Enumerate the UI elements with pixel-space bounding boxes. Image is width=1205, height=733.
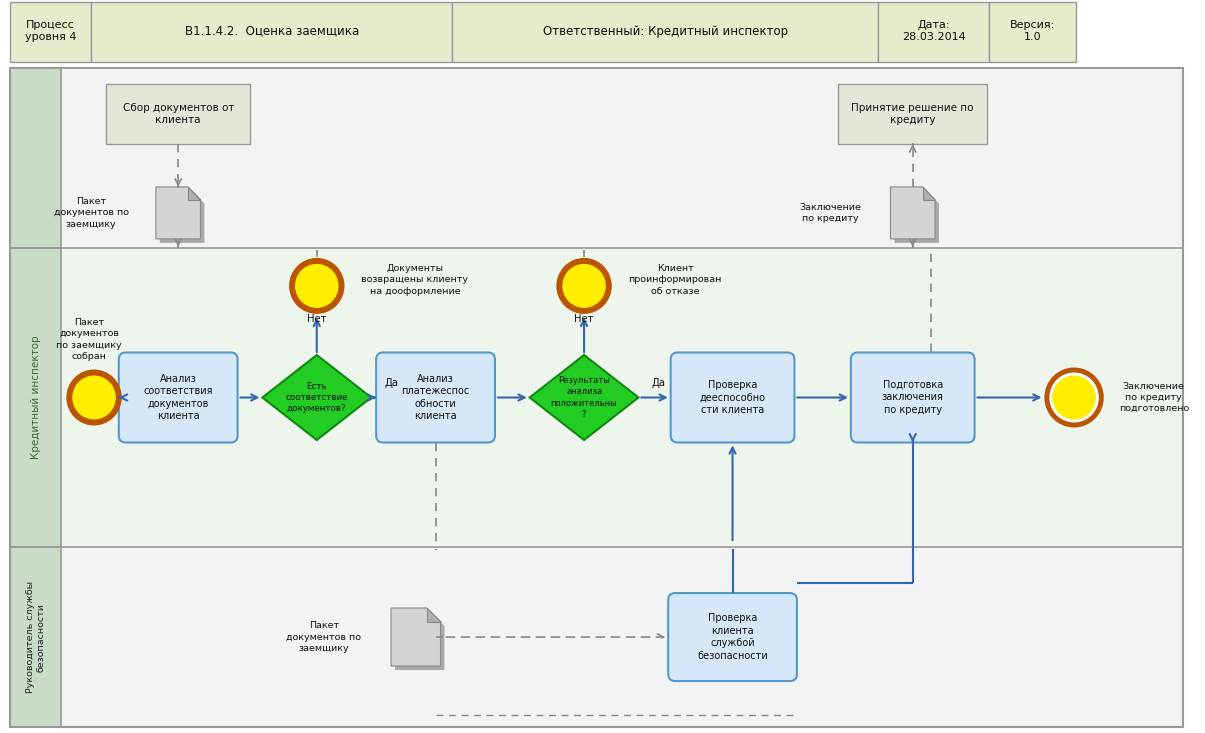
Text: Нет: Нет [307, 314, 327, 324]
Text: Версия:
1.0: Версия: 1.0 [1010, 20, 1056, 43]
Circle shape [289, 258, 345, 314]
Text: Пакет
документов по
заемщику: Пакет документов по заемщику [54, 197, 129, 229]
Bar [61, 248, 1183, 547]
Polygon shape [894, 191, 939, 243]
FancyBboxPatch shape [376, 353, 495, 443]
Bar [878, 2, 989, 62]
Text: Дата:
28.03.2014: Дата: 28.03.2014 [901, 20, 965, 43]
Text: Проверка
клиента
службой
безопасности: Проверка клиента службой безопасности [698, 614, 768, 660]
Text: Результаты
анализа
положительны
?: Результаты анализа положительны ? [551, 376, 617, 419]
FancyBboxPatch shape [669, 593, 797, 681]
Text: Руководитель службы
безопасности: Руководитель службы безопасности [27, 581, 46, 693]
Bar [10, 2, 92, 62]
Bar [61, 68, 1183, 248]
Text: Есть
соответствие
документов?: Есть соответствие документов? [286, 382, 348, 413]
Text: Процесс
уровня 4: Процесс уровня 4 [25, 20, 76, 43]
Polygon shape [427, 608, 441, 622]
Bar [10, 68, 61, 727]
Text: Заключение
по кредиту
подготовлено: Заключение по кредиту подготовлено [1118, 382, 1189, 413]
Polygon shape [160, 191, 205, 243]
Circle shape [563, 264, 606, 308]
Bar [839, 84, 987, 144]
Circle shape [295, 264, 339, 308]
Circle shape [1045, 367, 1104, 427]
Circle shape [1052, 375, 1095, 419]
Text: B1.1.4.2.  Оценка заемщика: B1.1.4.2. Оценка заемщика [184, 24, 359, 37]
Polygon shape [263, 355, 371, 440]
Bar [61, 547, 1183, 727]
Circle shape [66, 369, 122, 425]
Text: Да: Да [384, 377, 398, 388]
Text: Кредитный инспектор: Кредитный инспектор [30, 336, 41, 460]
Bar [10, 68, 1183, 727]
FancyBboxPatch shape [851, 353, 975, 443]
Text: Заключение
по кредиту: Заключение по кредиту [799, 203, 862, 223]
Text: Анализ
соответствия
документов
клиента: Анализ соответствия документов клиента [143, 374, 213, 421]
Polygon shape [188, 187, 200, 199]
Circle shape [557, 258, 612, 314]
Polygon shape [890, 187, 935, 239]
FancyBboxPatch shape [119, 353, 237, 443]
Text: Клиент
проинформирован
об отказе: Клиент проинформирован об отказе [629, 265, 722, 295]
Text: Пакет
документов
по заемщику
собран: Пакет документов по заемщику собран [57, 318, 122, 361]
Circle shape [1050, 372, 1099, 422]
Text: Принятие решение по
кредиту: Принятие решение по кредиту [852, 103, 974, 125]
Text: Подготовка
заключения
по кредиту: Подготовка заключения по кредиту [882, 380, 944, 415]
Text: Сбор документов от
клиента: Сбор документов от клиента [123, 103, 234, 125]
Text: Нет: Нет [575, 314, 594, 324]
Bar [452, 2, 878, 62]
Text: Проверка
дееспособно
сти клиента: Проверка дееспособно сти клиента [700, 380, 765, 415]
Bar [989, 2, 1076, 62]
Polygon shape [923, 187, 935, 199]
Text: Да: Да [652, 377, 665, 388]
Polygon shape [392, 608, 441, 666]
FancyBboxPatch shape [671, 353, 794, 443]
Text: Пакет
документов по
заемщику: Пакет документов по заемщику [287, 622, 361, 652]
Polygon shape [395, 612, 445, 670]
Bar [92, 2, 452, 62]
Polygon shape [530, 355, 639, 440]
Polygon shape [155, 187, 200, 239]
Circle shape [72, 375, 116, 419]
Bar [106, 84, 249, 144]
Text: Ответственный: Кредитный инспектор: Ответственный: Кредитный инспектор [542, 24, 788, 37]
Text: Анализ
платежеспос
обности
клиента: Анализ платежеспос обности клиента [401, 374, 470, 421]
Text: Документы
возвращены клиенту
на дооформление: Документы возвращены клиенту на дооформл… [362, 265, 469, 295]
